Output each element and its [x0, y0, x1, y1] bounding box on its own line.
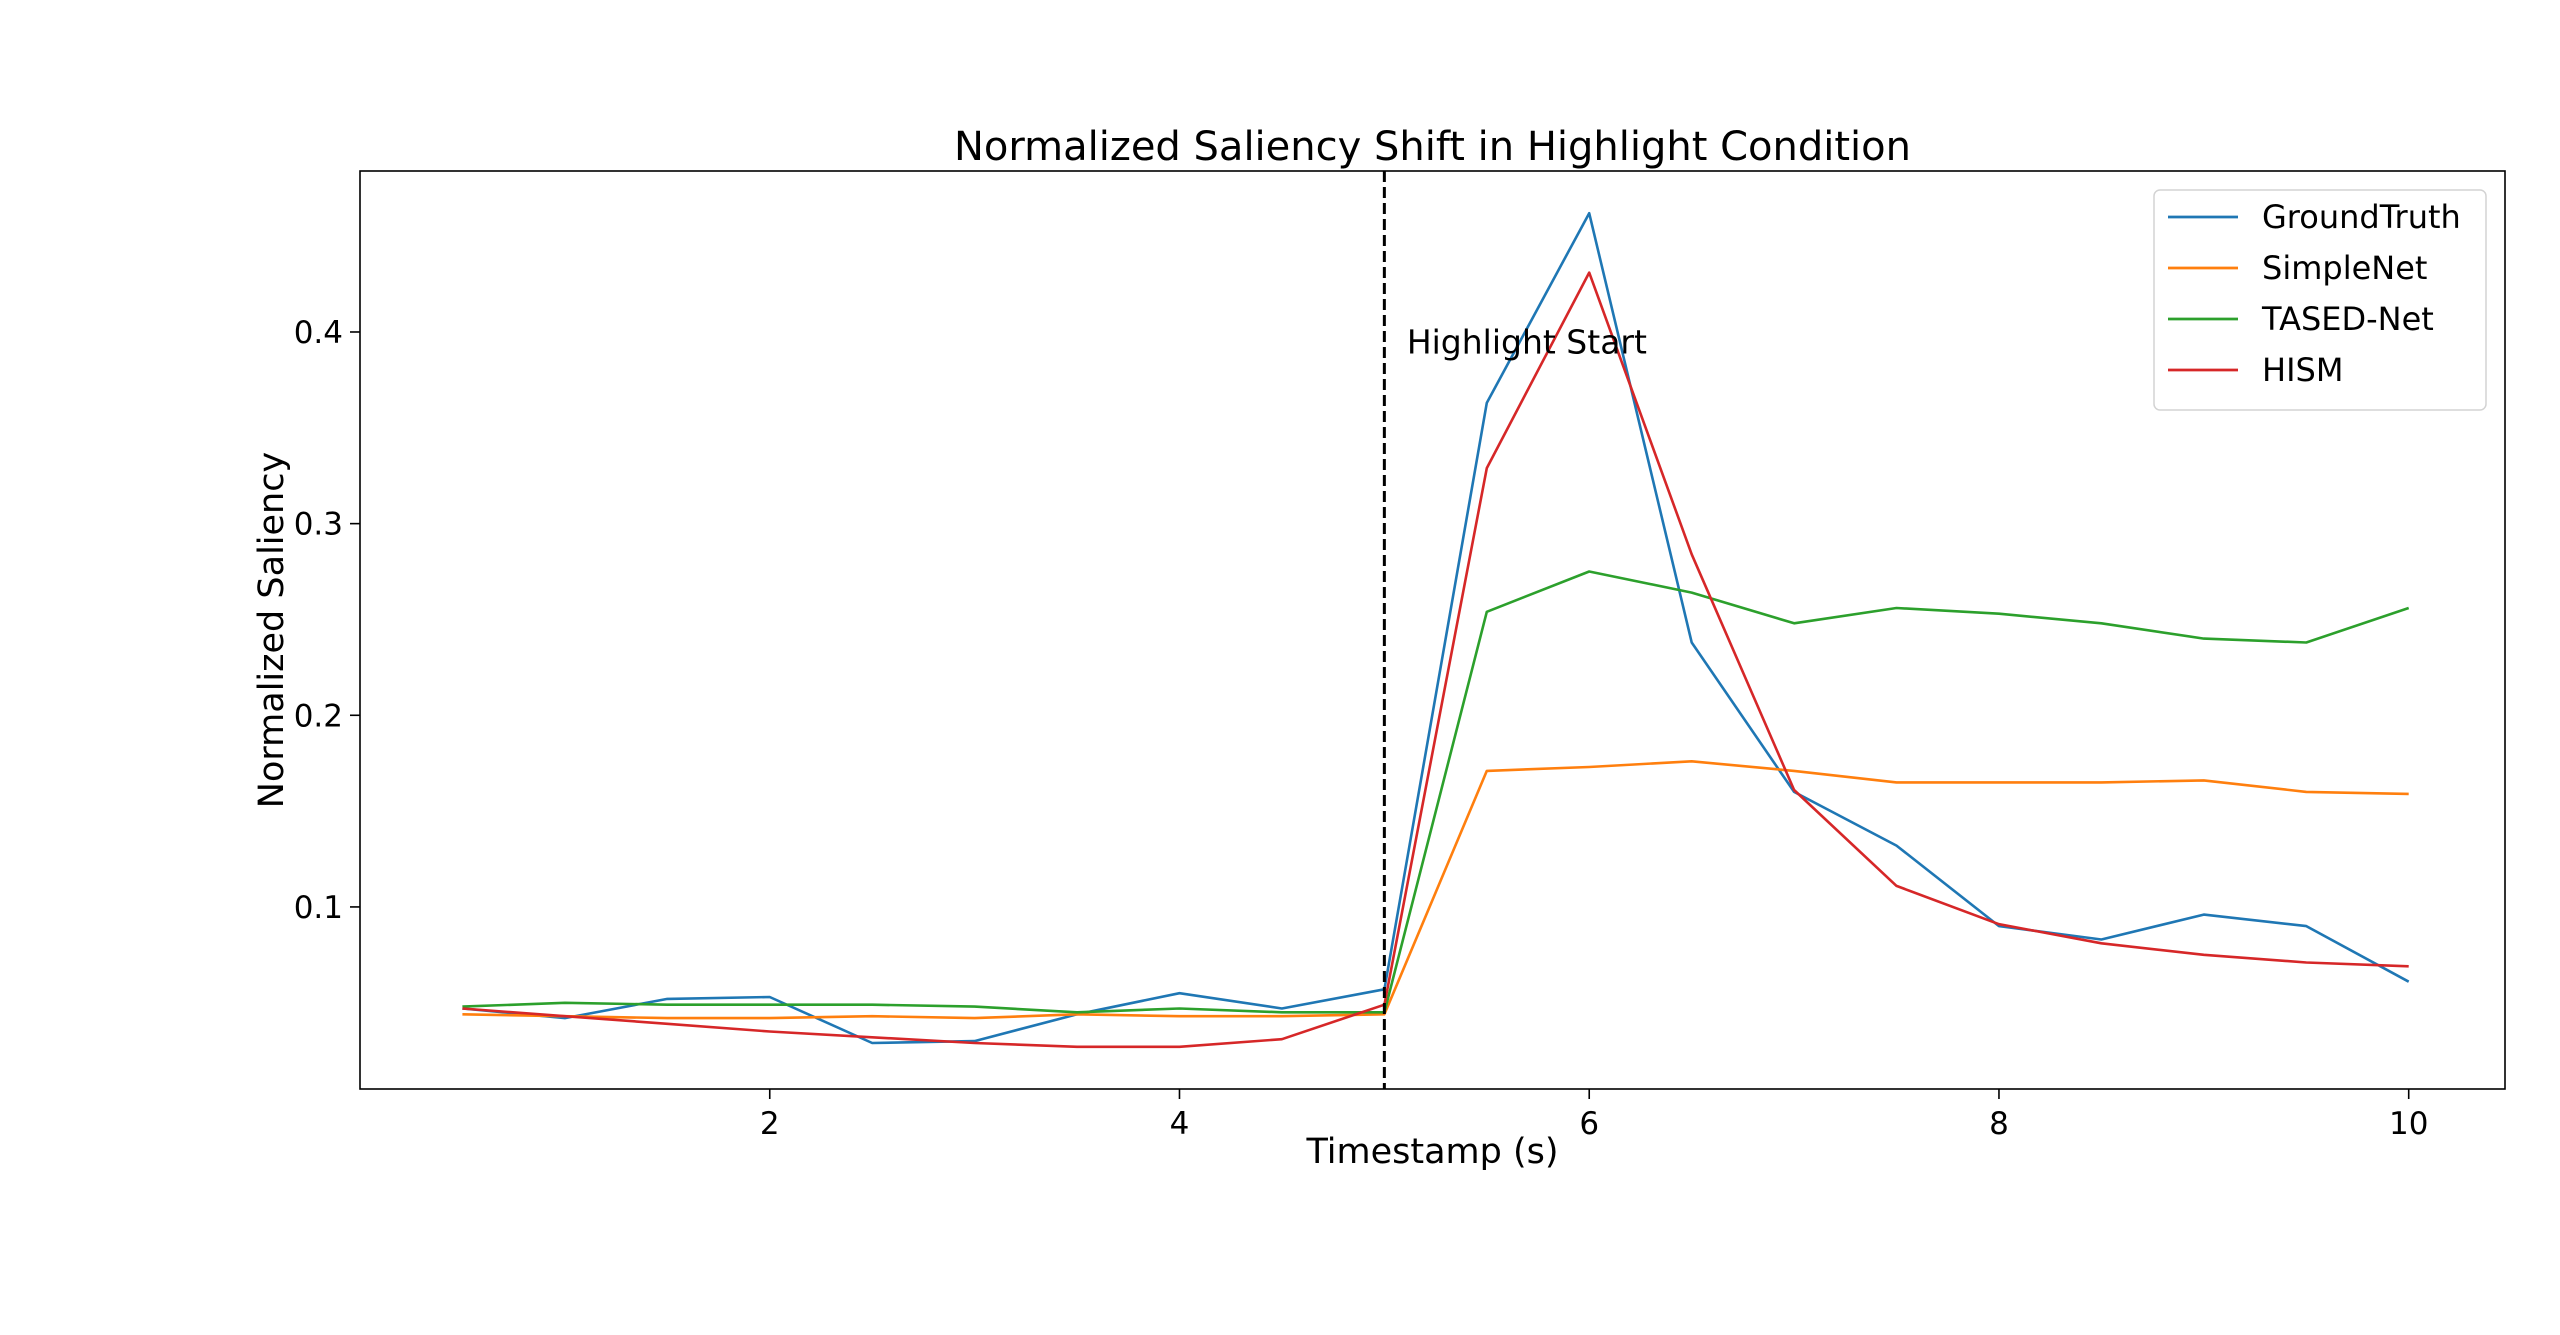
x-tick-label: 2 — [760, 1106, 780, 1142]
legend-label-groundtruth: GroundTruth — [2262, 198, 2461, 236]
x-axis: 2 4 6 8 10 — [760, 1089, 2428, 1142]
series-line-hism — [462, 271, 2409, 1049]
legend-label-hism: HISM — [2262, 351, 2343, 389]
x-tick-label: 8 — [1989, 1106, 2009, 1142]
x-tick-label: 4 — [1170, 1106, 1190, 1142]
series-line-simplenet — [462, 759, 2409, 1020]
y-axis-label: Normalized Saliency — [252, 452, 292, 808]
legend-label-tased-net: TASED-Net — [2261, 300, 2434, 338]
x-axis-label: Timestamp (s) — [1305, 1132, 1558, 1172]
series-lines — [462, 211, 2410, 1049]
chart-title: Normalized Saliency Shift in Highlight C… — [954, 124, 1911, 170]
plot-frame — [359, 170, 2506, 1090]
y-tick-label: 0.1 — [294, 890, 343, 926]
y-tick-label: 0.4 — [294, 315, 343, 351]
legend: GroundTruth SimpleNet TASED-Net HISM — [2153, 189, 2487, 411]
plot-area: Highlight Start — [359, 170, 2506, 1090]
x-tick-label: 6 — [1579, 1106, 1599, 1142]
highlight-start-annotation: Highlight Start — [1407, 323, 1647, 362]
y-axis: 0.1 0.2 0.3 0.4 — [294, 315, 360, 926]
legend-box — [2153, 189, 2487, 411]
series-line-tased-net — [462, 570, 2410, 1014]
x-tick-label: 10 — [2389, 1106, 2428, 1142]
y-tick-label: 0.2 — [294, 698, 343, 734]
y-tick-label: 0.3 — [294, 507, 343, 543]
legend-label-simplenet: SimpleNet — [2262, 249, 2427, 287]
